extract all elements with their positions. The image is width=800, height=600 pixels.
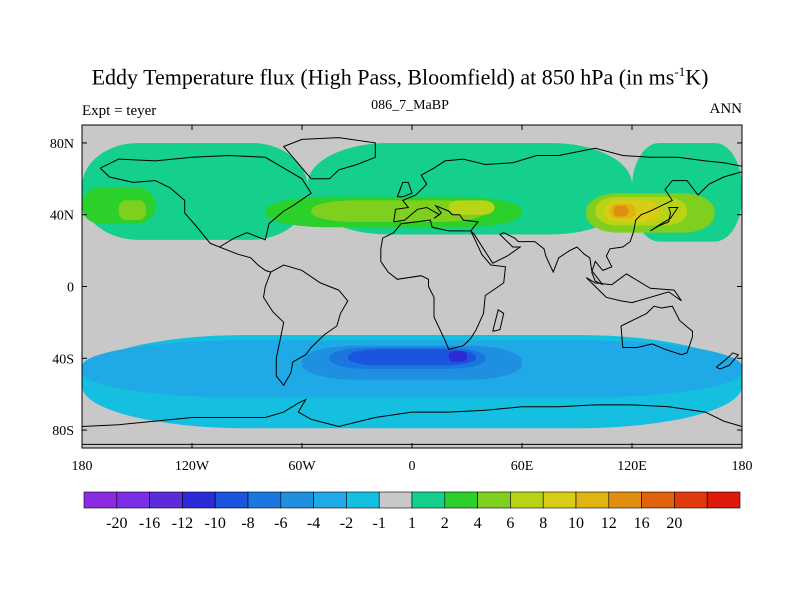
colorbar-label: -6 (274, 515, 287, 532)
colorbar-label: 10 (568, 515, 584, 532)
colorbar-box (510, 491, 544, 509)
title-superscript: -1 (674, 64, 686, 79)
x-tick-label: 60W (288, 459, 316, 474)
colorbar-label: -8 (241, 515, 254, 532)
colorbar-box (346, 491, 380, 509)
x-tick-label: 60E (511, 459, 534, 474)
colorbar-box (247, 491, 282, 509)
colorbar-box (378, 491, 413, 509)
colorbar-box (477, 491, 511, 509)
title-prefix: Eddy Temperature flux (High Pass, Bloomf… (91, 64, 675, 90)
coastline (492, 308, 505, 332)
colorbar-label: -10 (205, 515, 226, 532)
colorbar-box (542, 491, 577, 509)
colorbar-box (313, 491, 347, 509)
map-frame: 180 120W 60W 0 60E 120E 180 80N 40N 0 40S 80S (50, 124, 753, 474)
y-tick-label: 40S (52, 352, 74, 367)
season-label: ANN (709, 101, 743, 117)
coastline (715, 352, 740, 370)
contour-region (613, 205, 629, 217)
colorbar-label: -20 (106, 515, 127, 532)
x-tick-label: 180 (732, 459, 753, 474)
coastline (393, 147, 743, 286)
plot-subtitle: 086_7_MaBP (371, 98, 449, 113)
y-tick-label: 80S (52, 424, 74, 439)
title-suffix: K) (685, 64, 709, 90)
coastline (585, 273, 682, 304)
colorbar-label: -4 (307, 515, 320, 532)
colorbar-label: 4 (474, 515, 482, 532)
x-tick-label: 120W (175, 459, 210, 474)
coastline (380, 219, 507, 350)
colorbar-box (411, 491, 446, 509)
contour-region (448, 351, 467, 362)
contour-region (311, 200, 486, 222)
coastline (620, 305, 693, 356)
contour-region (347, 349, 477, 366)
contour-region (118, 200, 147, 221)
coastline (99, 154, 312, 248)
x-tick-label: 180 (72, 459, 93, 474)
colorbar-box (444, 491, 478, 509)
coastline (650, 207, 679, 232)
y-tick-label: 0 (67, 281, 74, 296)
experiment-label: Expt = teyer (82, 103, 157, 119)
x-tick-label: 120E (617, 459, 647, 474)
coastline (282, 137, 376, 180)
colorbar-box (83, 491, 118, 509)
colorbar-box (575, 491, 610, 509)
colorbar-box (182, 491, 216, 509)
colorbar-label: 12 (601, 515, 617, 532)
y-tick-label: 80N (50, 137, 74, 152)
colorbar-label: 20 (666, 515, 682, 532)
colorbar-label: 6 (506, 515, 514, 532)
map-layer (81, 125, 743, 448)
colorbar-label: 16 (634, 515, 650, 532)
coastline (262, 264, 349, 387)
x-tick-label: 0 (409, 459, 416, 474)
colorbar-label: -2 (340, 515, 353, 532)
colorbar: -20 -16 -12 -10 -8 -6 -4 -2 -1 1 2 4 6 8 10 12 16 20 (83, 491, 741, 532)
colorbar-box (674, 491, 708, 509)
coastline (219, 246, 271, 273)
colorbar-box (116, 491, 150, 509)
colorbar-label: 1 (408, 515, 416, 532)
colorbar-box (149, 491, 183, 509)
colorbar-label: 8 (539, 515, 547, 532)
contour-region (448, 200, 495, 215)
coastline (396, 181, 413, 198)
plot-title: Eddy Temperature flux (High Pass, Bloomf… (0, 64, 800, 90)
colorbar-label: -1 (373, 515, 386, 532)
colorbar-box (280, 491, 314, 509)
y-tick-label: 40N (50, 209, 74, 224)
colorbar-label: -12 (172, 515, 193, 532)
colorbar-box (214, 491, 249, 509)
colorbar-label: 2 (441, 515, 449, 532)
colorbar-box (608, 491, 642, 509)
colorbar-box (641, 491, 675, 509)
colorbar-box (706, 491, 741, 509)
coastline (81, 398, 743, 428)
colorbar-label: -16 (139, 515, 160, 532)
